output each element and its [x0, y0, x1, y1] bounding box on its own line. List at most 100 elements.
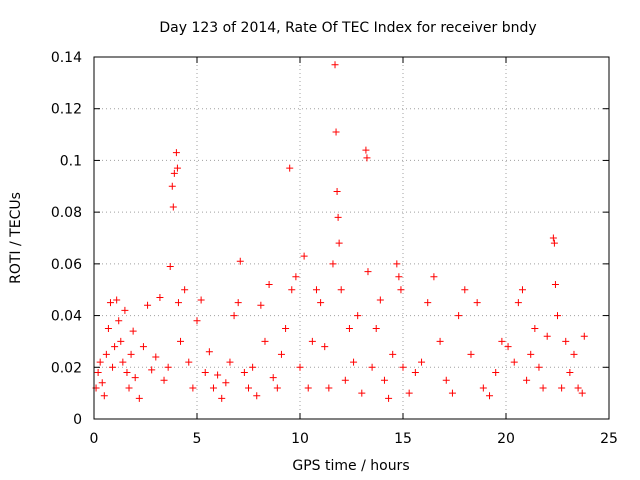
data-point [418, 358, 426, 366]
data-point [160, 376, 168, 384]
x-axis-label: GPS time / hours [292, 458, 409, 474]
data-point [113, 296, 121, 304]
data-point [325, 384, 333, 392]
data-point [312, 286, 320, 294]
data-point [282, 325, 290, 332]
x-tick-label: 10 [291, 431, 309, 447]
data-point [127, 350, 135, 358]
data-point [498, 337, 506, 345]
data-point [123, 368, 131, 376]
y-axis-label: ROTI / TECUs [8, 192, 24, 284]
chart-title: Day 123 of 2014, Rate Of TEC Index for r… [159, 20, 536, 36]
data-point [335, 239, 343, 247]
data-point [331, 61, 339, 69]
data-point [214, 371, 222, 379]
data-point [531, 325, 539, 332]
data-point [368, 363, 376, 371]
data-point [479, 384, 487, 392]
data-point [94, 368, 102, 376]
data-point [333, 187, 341, 195]
data-point [218, 394, 226, 402]
data-point [168, 182, 176, 190]
data-point [510, 358, 518, 366]
data-point [334, 213, 342, 221]
data-point [461, 286, 469, 294]
data-point [393, 260, 401, 268]
data-point [448, 389, 456, 397]
data-point [121, 306, 129, 314]
data-point [234, 299, 242, 307]
plot-frame [93, 56, 610, 420]
data-point [269, 374, 277, 382]
data-point [273, 384, 281, 392]
data-point [580, 332, 588, 340]
axis-ticks [93, 56, 610, 420]
data-point [261, 337, 269, 345]
data-point [174, 299, 182, 307]
y-tick-label: 0.04 [51, 309, 82, 325]
x-tick-label: 25 [600, 431, 618, 447]
data-point [558, 384, 566, 392]
y-tick-label: 0.1 [60, 153, 82, 169]
data-point [358, 389, 366, 397]
data-point [144, 301, 152, 309]
data-point [106, 299, 114, 307]
data-point [337, 286, 345, 294]
data-point [197, 296, 205, 304]
data-point [177, 337, 185, 345]
data-point [329, 260, 337, 268]
data-point [362, 146, 370, 154]
data-point [236, 257, 244, 265]
y-tick-label: 0.14 [51, 50, 82, 66]
data-point [550, 239, 558, 247]
data-point [372, 325, 380, 332]
data-point [411, 368, 419, 376]
data-point [523, 376, 531, 384]
data-point [152, 353, 160, 361]
data-point [131, 374, 139, 382]
y-tick-label: 0.08 [51, 205, 82, 221]
x-tick-labels: 0 5 10 15 20 25 [90, 431, 618, 447]
data-point [115, 317, 123, 325]
data-point [230, 312, 238, 320]
data-point [129, 327, 137, 335]
data-point [296, 363, 304, 371]
data-point [341, 376, 349, 384]
data-point [189, 384, 197, 392]
data-point [424, 299, 432, 307]
data-point [363, 154, 371, 162]
data-point [395, 273, 403, 281]
data-point [385, 394, 393, 402]
data-point [549, 234, 557, 242]
data-point [170, 169, 178, 177]
data-point [455, 312, 463, 320]
data-point [286, 164, 294, 172]
data-point [364, 268, 372, 276]
data-point [135, 394, 143, 402]
data-point [354, 312, 362, 320]
data-point [578, 389, 586, 397]
x-tick-label: 15 [394, 431, 412, 447]
data-point [117, 337, 125, 345]
data-point [205, 348, 213, 356]
data-point [164, 363, 172, 371]
data-point [222, 379, 230, 387]
data-point [304, 384, 312, 392]
data-point [249, 363, 257, 371]
data-point [257, 301, 265, 309]
y-tick-label: 0.12 [51, 102, 82, 118]
data-point [317, 299, 325, 307]
data-point [172, 149, 180, 157]
x-tick-label: 5 [193, 431, 202, 447]
data-point [554, 312, 561, 320]
data-point [209, 384, 217, 392]
data-point [380, 376, 388, 384]
data-point [332, 128, 340, 136]
x-tick-label: 0 [90, 431, 99, 447]
y-tick-labels: 0 0.02 0.04 0.06 0.08 0.1 0.12 0.14 [51, 50, 82, 428]
data-point [139, 343, 147, 351]
data-point [570, 350, 578, 358]
data-point [539, 384, 547, 392]
data-point [389, 350, 397, 358]
